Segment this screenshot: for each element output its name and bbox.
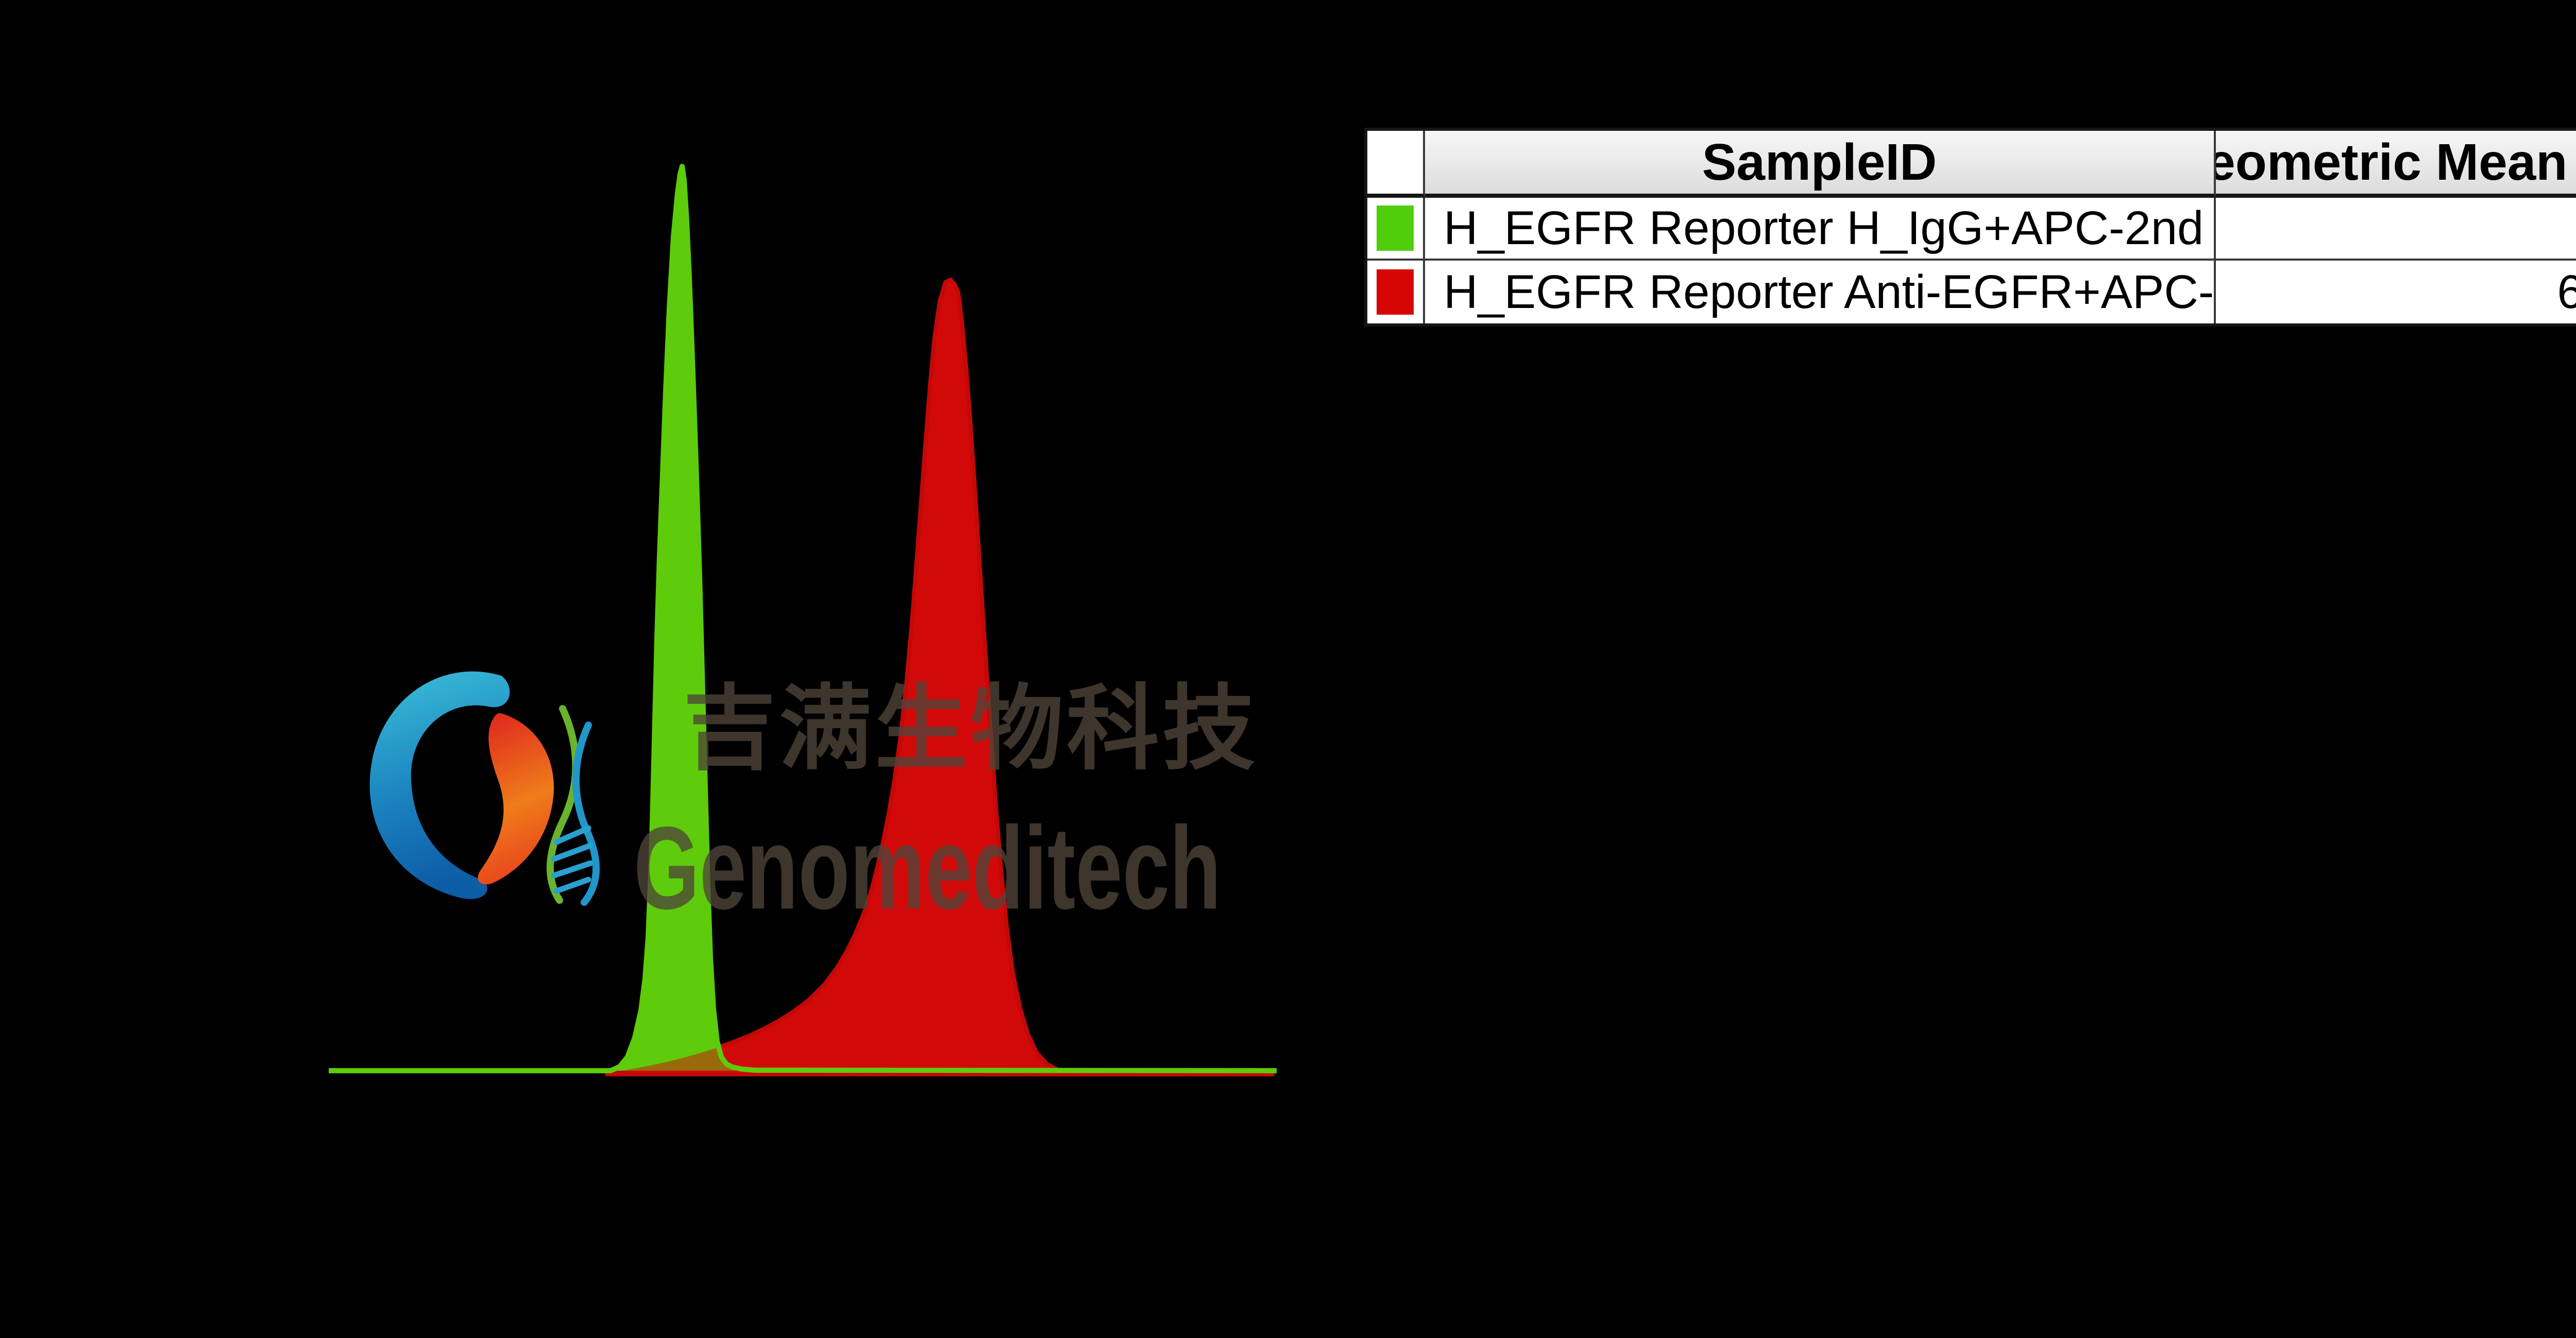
series-color-swatch-green <box>1377 205 1414 251</box>
geometric-mean-cell: 6.26E5 <box>2216 261 2576 323</box>
geometric-mean-cell: 2426 <box>2216 198 2576 261</box>
table-header-sample-id: SampleID <box>1425 131 2216 198</box>
statistics-table: SampleID Geometric Mean : FL11-H H_EGFR … <box>1364 128 2576 327</box>
series-color-swatch-red <box>1377 269 1414 315</box>
green-histogram-trace <box>329 164 1277 1073</box>
table-row <box>1367 198 1425 261</box>
red-histogram-area <box>605 278 1275 1076</box>
table-header-swatch-column <box>1367 131 1425 198</box>
table-row <box>1367 261 1425 323</box>
sample-id-cell: H_EGFR Reporter Anti-EGFR+APC-2nd Ab <box>1425 261 2216 323</box>
green-histogram-area <box>329 166 1277 1071</box>
sample-id-cell: H_EGFR Reporter H_IgG+APC-2nd Ab <box>1425 198 2216 261</box>
table-header-geometric-mean: Geometric Mean : FL11-H <box>2216 131 2576 198</box>
